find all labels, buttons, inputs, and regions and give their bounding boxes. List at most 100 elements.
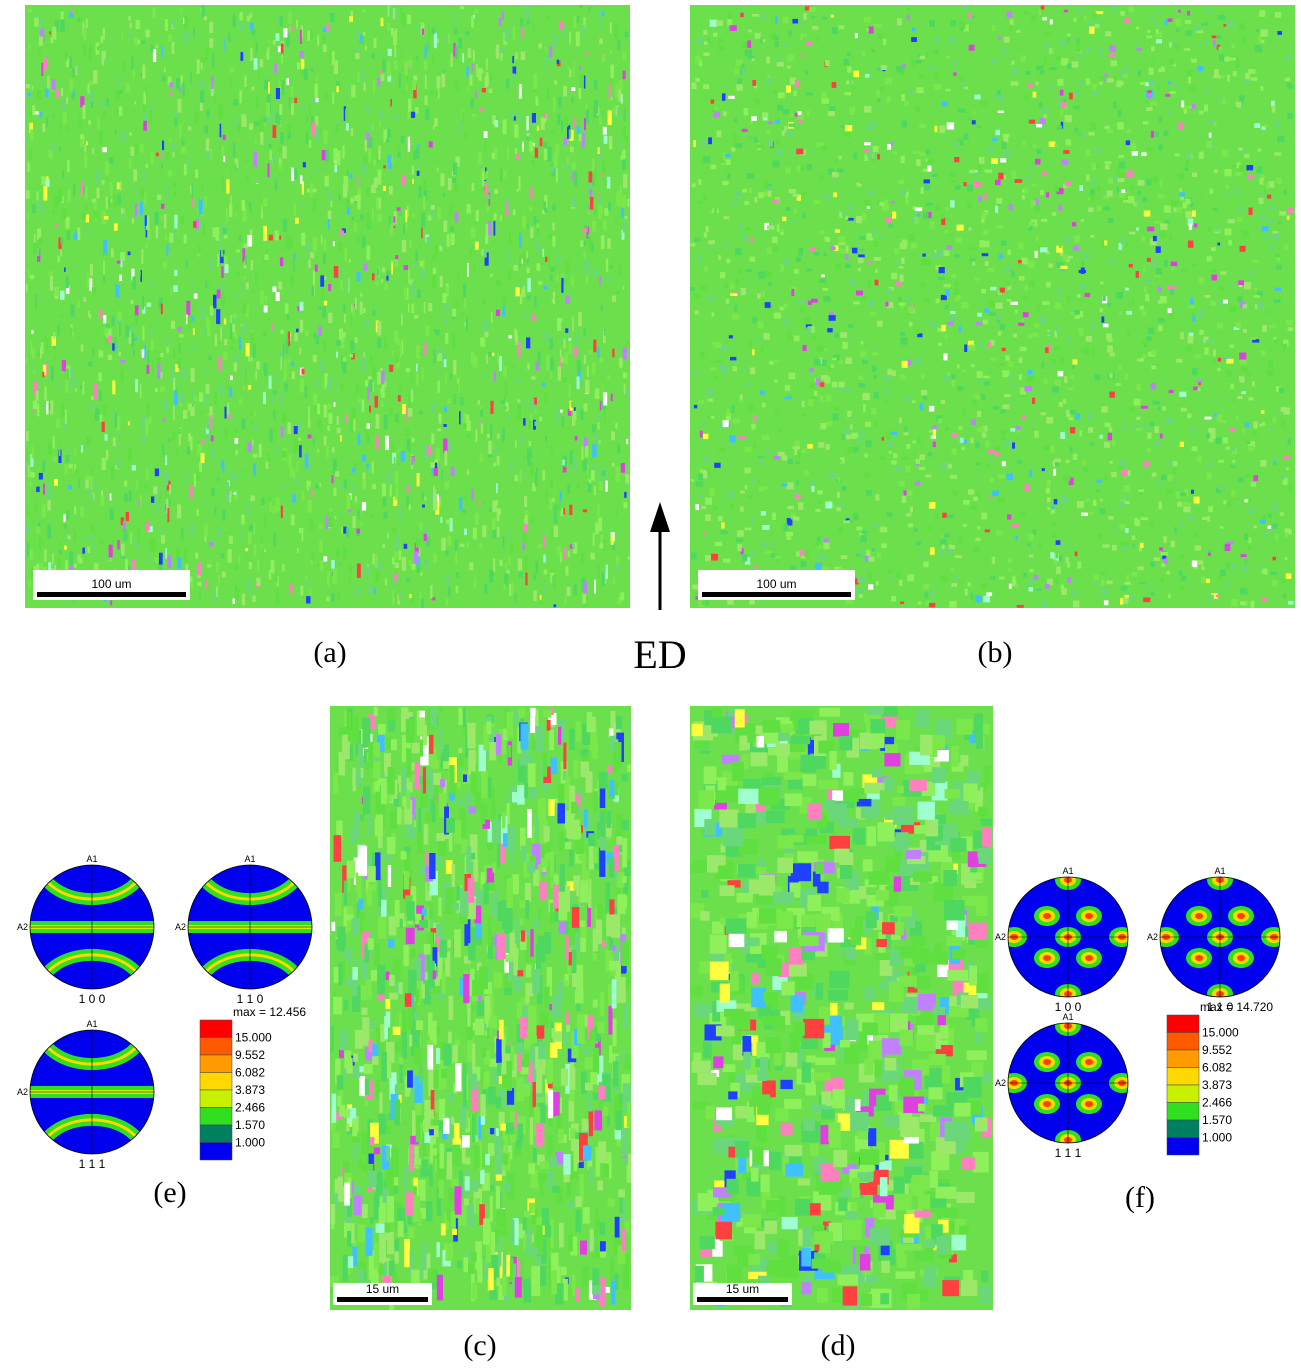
grain bbox=[1069, 92, 1073, 100]
grain bbox=[584, 595, 589, 607]
grain bbox=[273, 532, 276, 547]
grain bbox=[131, 465, 136, 471]
grain bbox=[623, 126, 626, 140]
grain bbox=[129, 29, 132, 38]
grain bbox=[129, 22, 132, 29]
grain bbox=[1164, 259, 1168, 267]
grain bbox=[375, 570, 380, 582]
grain bbox=[944, 304, 949, 310]
grain bbox=[513, 116, 516, 121]
grain bbox=[442, 292, 447, 303]
grain bbox=[615, 422, 618, 429]
grain bbox=[60, 290, 65, 300]
grain bbox=[113, 194, 118, 208]
grain bbox=[30, 129, 34, 142]
grain bbox=[310, 182, 313, 198]
grain bbox=[1077, 561, 1082, 569]
grain bbox=[207, 148, 212, 159]
grain bbox=[1113, 101, 1117, 109]
grain bbox=[263, 363, 268, 377]
grain bbox=[828, 311, 834, 317]
grain bbox=[745, 382, 752, 386]
grain bbox=[121, 214, 125, 222]
grain bbox=[607, 375, 611, 379]
grain bbox=[228, 412, 232, 419]
grain bbox=[25, 190, 30, 199]
grain bbox=[411, 456, 415, 465]
grain bbox=[145, 85, 148, 96]
grain bbox=[467, 433, 471, 438]
grain bbox=[799, 20, 803, 26]
grain bbox=[951, 380, 956, 387]
grain bbox=[1164, 220, 1170, 224]
grain bbox=[87, 83, 90, 94]
grain bbox=[752, 14, 760, 17]
grain bbox=[1224, 543, 1231, 551]
grain bbox=[598, 208, 602, 219]
grain bbox=[65, 534, 69, 541]
grain bbox=[872, 120, 878, 127]
grain bbox=[573, 584, 577, 596]
grain bbox=[463, 283, 467, 298]
grain bbox=[204, 196, 207, 209]
grain bbox=[518, 84, 522, 99]
grain bbox=[766, 129, 771, 134]
grain bbox=[1179, 391, 1187, 397]
grain bbox=[211, 448, 215, 462]
grain bbox=[233, 294, 237, 299]
grain bbox=[691, 479, 695, 482]
grain bbox=[847, 66, 852, 73]
grain bbox=[346, 169, 349, 180]
grain bbox=[1155, 267, 1162, 276]
grain bbox=[319, 420, 322, 431]
grain bbox=[1235, 416, 1239, 420]
grain bbox=[1151, 259, 1157, 267]
grain bbox=[466, 420, 471, 431]
grain bbox=[1183, 506, 1191, 513]
grain bbox=[985, 462, 990, 469]
grain bbox=[1083, 347, 1091, 355]
grain bbox=[949, 474, 958, 479]
grain bbox=[74, 388, 77, 392]
grain bbox=[772, 160, 780, 168]
grain bbox=[282, 146, 287, 159]
grain bbox=[142, 104, 146, 114]
grain bbox=[1044, 345, 1053, 349]
grain bbox=[1273, 299, 1281, 304]
grain bbox=[1192, 386, 1198, 391]
grain bbox=[378, 169, 382, 185]
grain bbox=[694, 237, 701, 242]
grain bbox=[198, 199, 203, 215]
grain bbox=[571, 97, 574, 103]
grain bbox=[1120, 585, 1128, 591]
grain bbox=[1207, 9, 1212, 14]
grain bbox=[63, 514, 66, 523]
grain bbox=[1049, 445, 1055, 453]
grain bbox=[69, 11, 74, 18]
grain bbox=[816, 536, 821, 544]
grain bbox=[493, 558, 496, 572]
grain bbox=[493, 221, 496, 236]
grain bbox=[747, 495, 752, 498]
grain bbox=[1085, 48, 1093, 52]
grain bbox=[147, 350, 150, 364]
grain bbox=[582, 509, 587, 513]
grain bbox=[65, 216, 70, 229]
grain bbox=[556, 59, 559, 64]
grain bbox=[96, 329, 99, 334]
grain bbox=[25, 525, 29, 533]
grain bbox=[1040, 412, 1047, 416]
grain bbox=[339, 484, 343, 490]
grain bbox=[393, 457, 396, 469]
grain bbox=[323, 239, 327, 251]
grain bbox=[311, 96, 316, 105]
grain bbox=[988, 449, 995, 454]
grain bbox=[325, 515, 328, 530]
grain bbox=[1015, 426, 1021, 430]
grain bbox=[761, 291, 765, 297]
grain bbox=[1034, 323, 1040, 328]
grain bbox=[606, 176, 611, 189]
grain bbox=[323, 253, 326, 265]
grain bbox=[455, 550, 458, 565]
grain bbox=[950, 311, 956, 314]
